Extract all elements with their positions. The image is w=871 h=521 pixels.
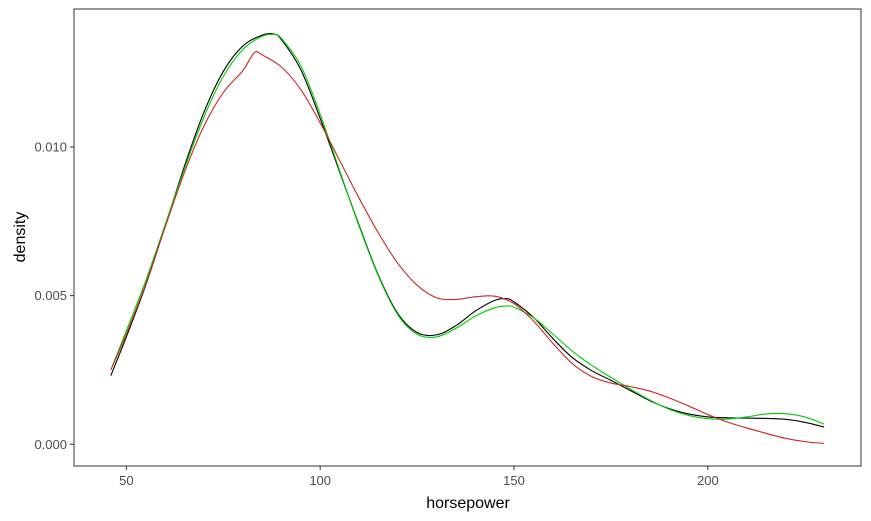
x-tick-label: 100 (309, 473, 331, 488)
y-axis-title: density (12, 212, 29, 263)
plot-area (73, 8, 862, 467)
y-tick-label: 0.005 (34, 288, 67, 303)
x-tick-label: 150 (503, 473, 525, 488)
series-line-red (110, 51, 825, 444)
y-tick-label: 0.000 (34, 437, 67, 452)
x-tick-label: 50 (119, 473, 133, 488)
x-axis: 50 100 150 200 (119, 466, 719, 488)
series-line-green (110, 33, 825, 425)
series-line-black (110, 32, 825, 428)
y-axis: 0.000 0.005 0.010 (34, 139, 74, 452)
panel-border (73, 8, 862, 467)
series-layer (110, 32, 825, 444)
x-tick-label: 200 (697, 473, 719, 488)
x-axis-title: horsepower (426, 495, 510, 512)
y-tick-label: 0.010 (34, 139, 67, 154)
